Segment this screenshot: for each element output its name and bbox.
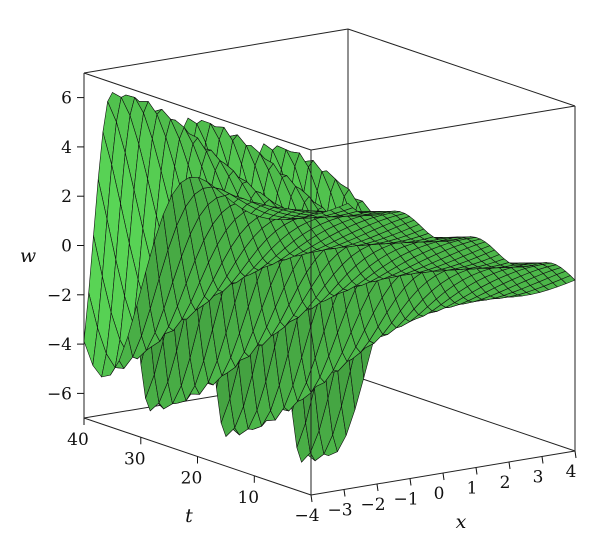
w-tick-label: 4 bbox=[61, 138, 72, 158]
x-tick-label: 2 bbox=[500, 473, 511, 493]
x-tick-mark bbox=[310, 494, 313, 503]
x-tick-mark bbox=[376, 483, 379, 492]
surface-mesh bbox=[83, 92, 576, 463]
x-axis-label: x bbox=[456, 511, 467, 533]
box-edge-front-2 bbox=[310, 105, 576, 151]
x-tick-label: −3 bbox=[327, 501, 352, 521]
w-axis-ticks: −6 −4 −2 0 2 4 6 bbox=[47, 89, 84, 404]
x-tick-label: 4 bbox=[566, 462, 577, 482]
w-tick-label: 0 bbox=[61, 237, 72, 257]
w-axis-label: w bbox=[20, 245, 36, 267]
box-edge-back-3 bbox=[347, 28, 576, 107]
x-tick-mark bbox=[475, 467, 478, 475]
x-tick-mark bbox=[343, 489, 346, 497]
x-tick-label: −1 bbox=[393, 490, 418, 510]
t-axis-label: t bbox=[185, 505, 193, 527]
x-tick-mark bbox=[508, 461, 511, 470]
x-axis-ticks: −4 −3 −2 −1 0 1 2 3 4 bbox=[294, 450, 577, 526]
box-edge-back-2 bbox=[83, 28, 349, 74]
t-tick-label: 20 bbox=[181, 469, 203, 489]
t-tick-label: 30 bbox=[124, 449, 146, 469]
w-tick-label: 2 bbox=[61, 187, 72, 207]
x-tick-label: 1 bbox=[467, 479, 478, 499]
w-tick-label: −6 bbox=[47, 384, 72, 404]
surface-patch bbox=[338, 203, 354, 211]
x-tick-mark bbox=[409, 478, 412, 486]
x-tick-mark bbox=[541, 456, 544, 464]
w-tick-label: 6 bbox=[61, 89, 72, 109]
t-tick-label: 40 bbox=[67, 430, 89, 450]
box-edge-front-1 bbox=[83, 72, 312, 151]
box-edge-back-4 bbox=[347, 373, 576, 452]
t-axis-ticks: 10 20 30 40 bbox=[67, 418, 259, 508]
x-tick-mark bbox=[574, 450, 577, 459]
t-tick-label: 10 bbox=[237, 488, 259, 508]
w-tick-label: −4 bbox=[47, 335, 72, 355]
x-tick-label: −2 bbox=[360, 495, 385, 515]
x-tick-label: 3 bbox=[533, 468, 544, 488]
x-tick-label: −4 bbox=[294, 506, 319, 526]
w-tick-label: −2 bbox=[47, 286, 72, 306]
x-tick-mark bbox=[442, 472, 445, 481]
x-tick-label: 0 bbox=[434, 484, 445, 504]
